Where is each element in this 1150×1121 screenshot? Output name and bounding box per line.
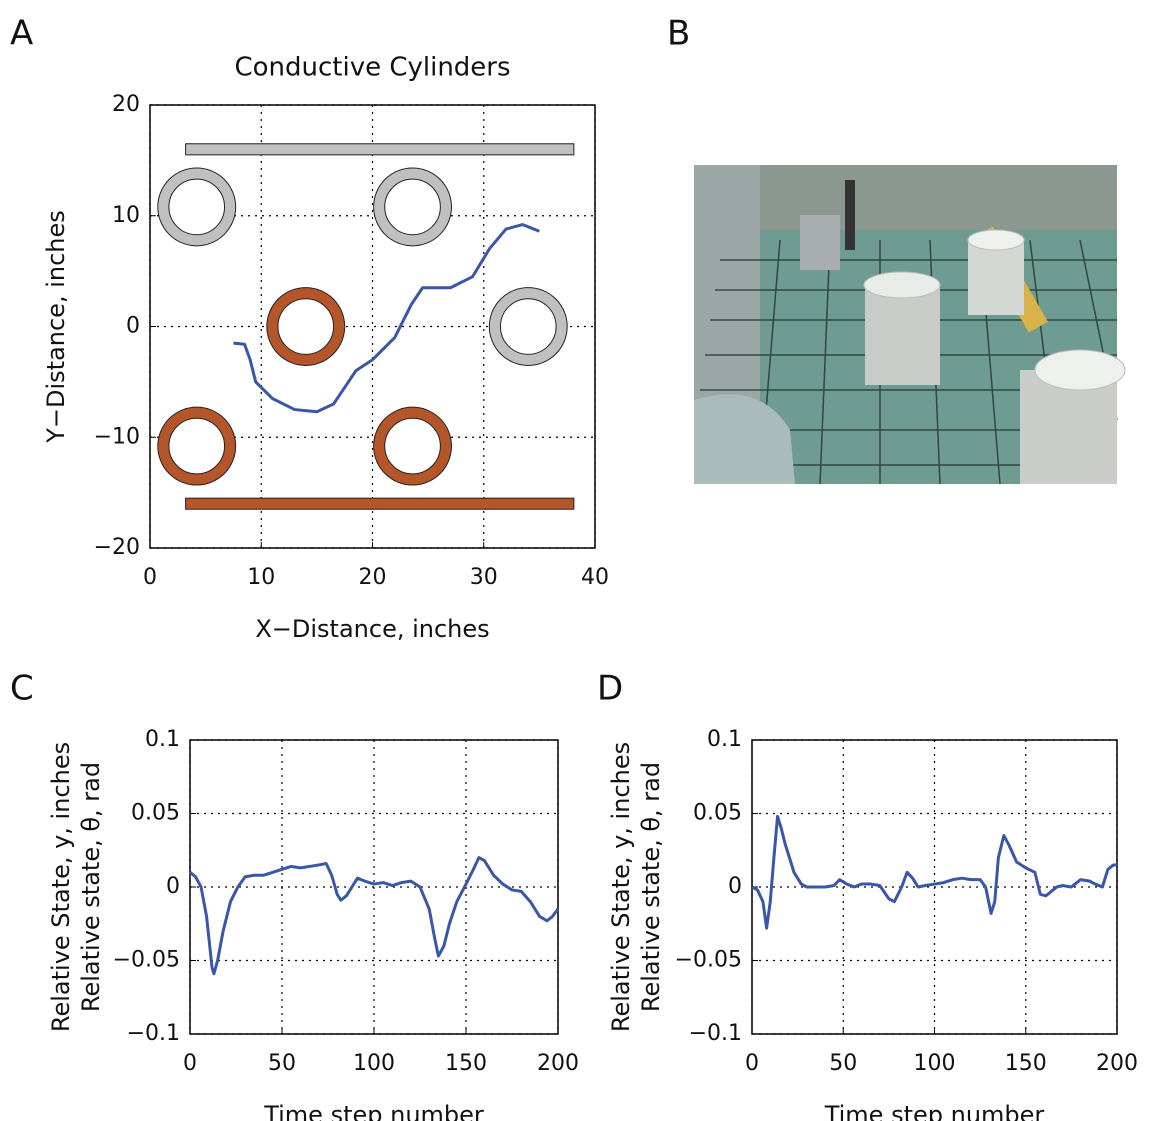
y-tick-label: 0.05: [131, 801, 180, 826]
wall: [185, 143, 575, 156]
x-tick-label: 40: [581, 565, 609, 590]
chart-title: Conductive Cylinders: [234, 53, 510, 83]
photo: [694, 165, 1126, 485]
x-tick-label: 50: [829, 1051, 857, 1076]
cylinder-bore: [168, 417, 226, 475]
x-axis-label: Time step number: [824, 1101, 1045, 1121]
y-tick-label: 10: [112, 203, 140, 228]
panel-label: B: [667, 14, 690, 54]
x-tick-label: 200: [1096, 1051, 1138, 1076]
cylinder-bore: [168, 178, 226, 236]
x-tick-label: 0: [745, 1051, 759, 1076]
line-series: [751, 814, 1117, 930]
x-tick-label: 30: [470, 565, 498, 590]
plot-frame: [189, 739, 559, 1035]
x-tick-label: 0: [143, 565, 157, 590]
y-axis-label: Relative state, θ, rad: [77, 762, 105, 1012]
x-tick-label: 50: [268, 1051, 296, 1076]
x-tick-label: 200: [537, 1051, 579, 1076]
x-tick-label: 150: [1005, 1051, 1047, 1076]
y-axis-label: Y−Distance, inches: [42, 210, 70, 444]
x-tick-label: 100: [914, 1051, 956, 1076]
y-tick-label: −0.05: [675, 948, 742, 973]
cylinder-bore: [277, 298, 335, 355]
y-tick-label: 0: [728, 874, 742, 899]
plot-frame: [149, 104, 596, 549]
cylinder-bore: [499, 298, 557, 355]
panel-label: D: [597, 669, 623, 709]
y-tick-label: −0.1: [689, 1021, 742, 1046]
y-tick-label: 0.1: [145, 727, 180, 752]
x-tick-label: 10: [247, 565, 275, 590]
panel-label: C: [10, 669, 34, 709]
cylinder-bore: [384, 178, 441, 236]
x-tick-label: 0: [183, 1051, 197, 1076]
x-tick-label: 100: [353, 1051, 395, 1076]
line-series: [233, 223, 540, 414]
y-axis-label: Relative state, θ, rad: [637, 762, 665, 1012]
cylinder-bore: [384, 417, 441, 475]
y-tick-label: −0.05: [113, 948, 180, 973]
x-axis-label: Time step number: [263, 1101, 484, 1121]
y-tick-label: −0.1: [127, 1021, 180, 1046]
y-axis-label: Relative State, y, inches: [607, 742, 635, 1032]
wall: [185, 497, 575, 510]
y-tick-label: 0: [166, 874, 180, 899]
x-tick-label: 20: [359, 565, 387, 590]
y-tick-label: −20: [94, 535, 140, 560]
x-tick-label: 150: [445, 1051, 487, 1076]
y-tick-label: 0.05: [693, 801, 742, 826]
y-axis-label: Relative State, y, inches: [47, 742, 75, 1032]
y-tick-label: −10: [94, 424, 140, 449]
line-series: [189, 856, 560, 976]
y-tick-label: 0: [126, 314, 140, 339]
y-tick-label: 20: [112, 92, 140, 117]
x-axis-label: X−Distance, inches: [255, 615, 489, 643]
panel-label: A: [10, 14, 33, 54]
y-tick-label: 0.1: [707, 727, 742, 752]
